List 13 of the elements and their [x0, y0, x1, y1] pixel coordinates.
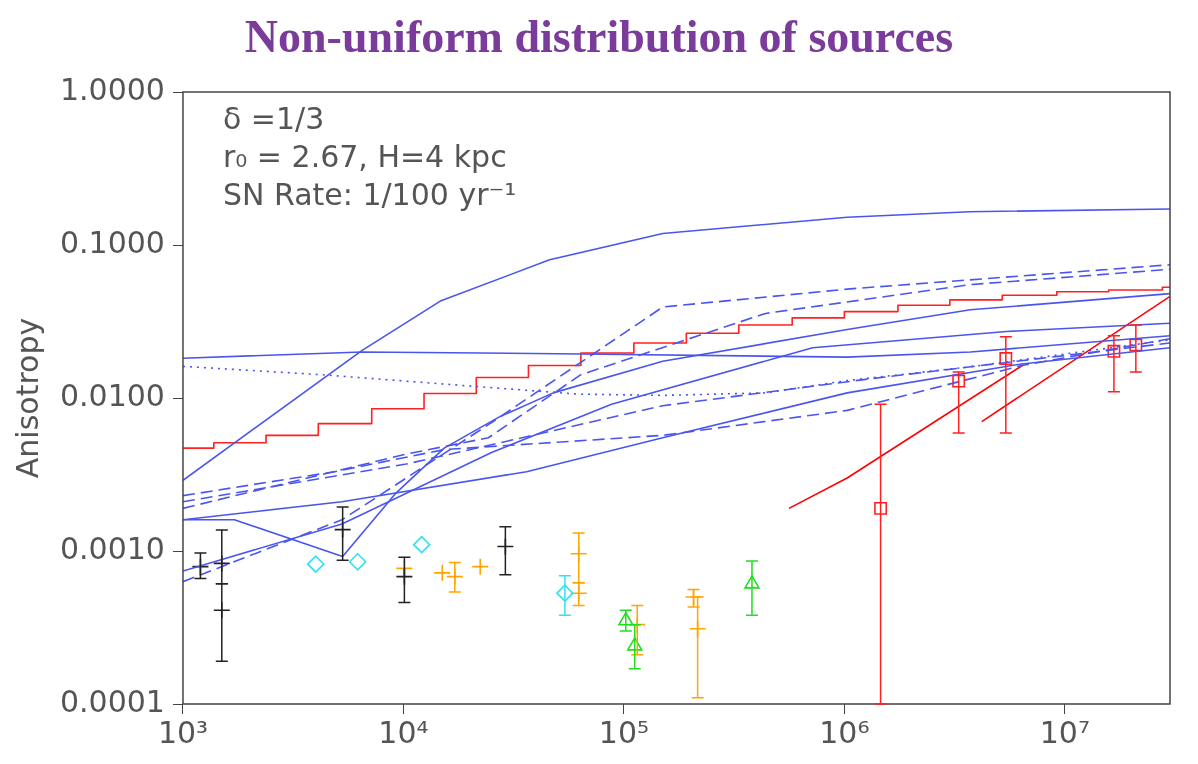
annotation: δ =1/3	[222, 100, 325, 136]
y-axis-title: Anisotropy	[9, 317, 45, 479]
x-tick-label: 10⁶	[819, 714, 870, 750]
annotation: SN Rate: 1/100 yr⁻¹	[222, 176, 517, 212]
y-tick-label: 0.0100	[59, 377, 165, 413]
x-tick-label: 10⁵	[598, 714, 649, 750]
x-tick-label: 10⁴	[378, 714, 429, 750]
chart-title: Non-uniform distribution of sources	[243, 10, 955, 64]
y-tick-label: 0.1000	[59, 224, 165, 260]
y-tick-label: 0.0010	[59, 530, 165, 566]
annotation: r₀ = 2.67, H=4 kpc	[222, 138, 507, 174]
x-tick-label: 10⁷	[1039, 714, 1090, 750]
y-tick-label: 1.0000	[59, 71, 165, 107]
